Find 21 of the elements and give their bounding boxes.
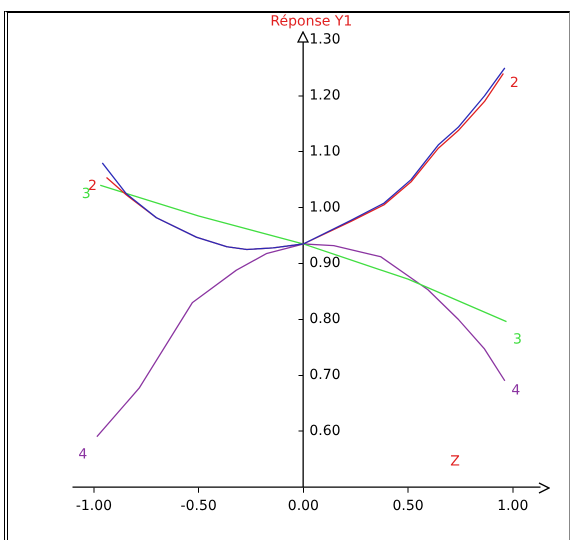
text: 4 <box>78 446 88 462</box>
y-axis-title: Réponse Y1 <box>270 14 352 30</box>
x-tick-label: -1.00 <box>76 498 112 514</box>
x-axis-title: Z <box>450 454 460 470</box>
text: 3 <box>513 331 522 348</box>
y-tick-label: 1.10 <box>309 143 341 160</box>
text: 2 <box>88 178 97 194</box>
y-tick-label: 1.30 <box>309 32 341 48</box>
y-tick-label: 0.80 <box>309 311 341 328</box>
series-label: 4 <box>511 382 520 398</box>
series-label: 3 <box>82 186 91 202</box>
x-tick-label: 1.00 <box>497 498 528 514</box>
x-tick-label: 0.00 <box>288 498 319 514</box>
y-tick-label: 1.00 <box>309 199 341 216</box>
series-label: 2 <box>510 75 519 92</box>
x-tick-label: -0.50 <box>180 498 217 514</box>
y-tick-label: 0.70 <box>309 366 341 383</box>
y-tick-label: 1.20 <box>309 88 341 104</box>
y-tick-label: 0.90 <box>309 255 341 272</box>
y-tick-label: 0.60 <box>309 422 341 439</box>
x-tick-label: 0.50 <box>392 498 424 514</box>
